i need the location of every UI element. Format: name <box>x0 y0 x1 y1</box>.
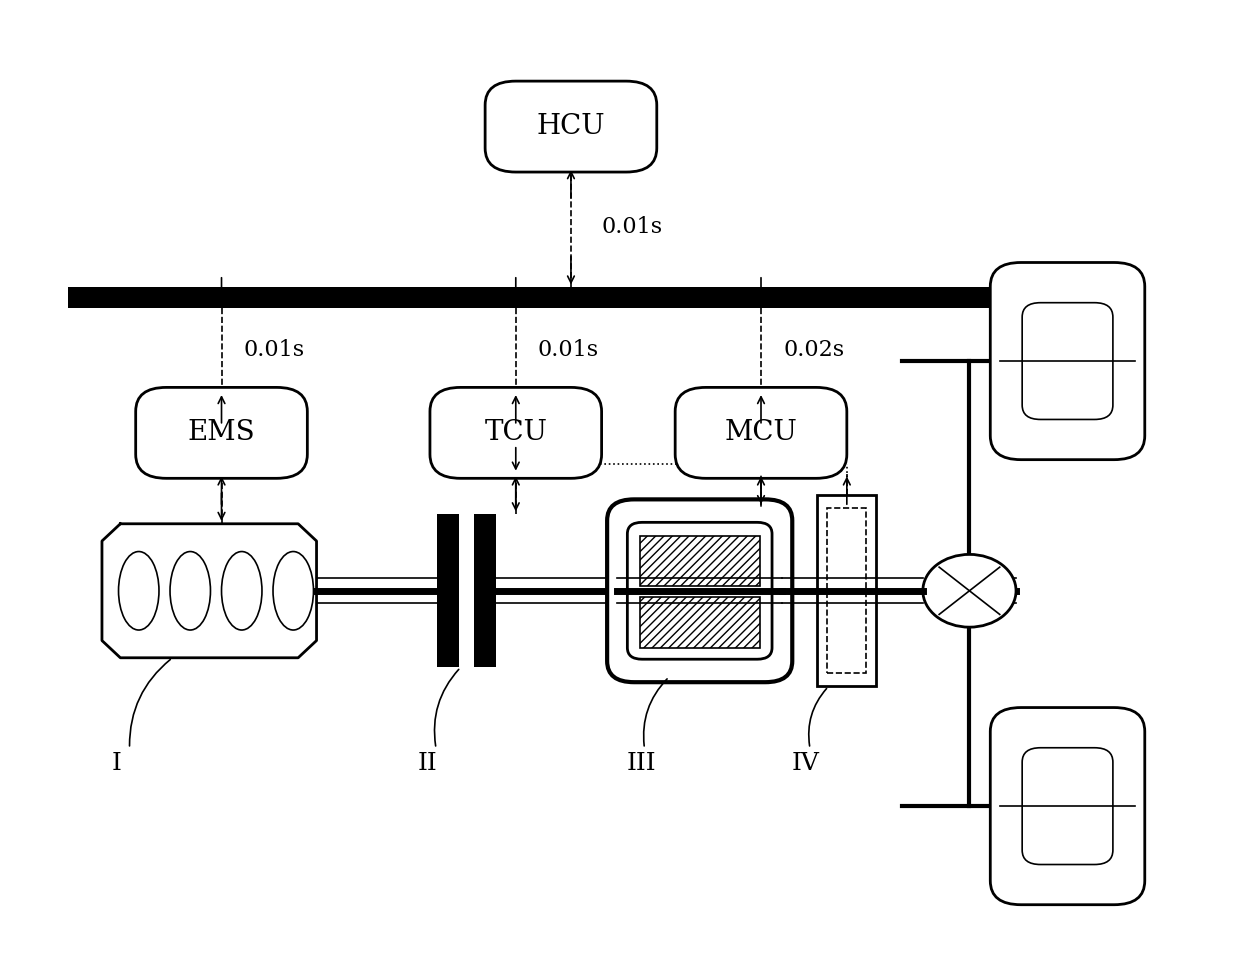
Bar <box>640 597 760 648</box>
Bar <box>438 515 459 667</box>
FancyBboxPatch shape <box>1022 303 1112 419</box>
Ellipse shape <box>273 552 314 630</box>
Bar <box>817 495 877 686</box>
FancyBboxPatch shape <box>1022 748 1112 864</box>
Text: 0.01s: 0.01s <box>538 339 599 361</box>
Bar <box>474 515 496 667</box>
Text: HCU: HCU <box>537 113 605 140</box>
FancyBboxPatch shape <box>991 708 1145 905</box>
Ellipse shape <box>222 552 262 630</box>
Text: EMS: EMS <box>187 419 255 447</box>
FancyBboxPatch shape <box>627 522 773 659</box>
Text: III: III <box>626 752 656 775</box>
FancyBboxPatch shape <box>485 82 657 172</box>
Ellipse shape <box>119 552 159 630</box>
Text: 0.01s: 0.01s <box>601 217 662 238</box>
Ellipse shape <box>170 552 211 630</box>
Text: TCU: TCU <box>485 419 547 447</box>
Circle shape <box>923 554 1016 627</box>
FancyBboxPatch shape <box>608 499 792 683</box>
FancyBboxPatch shape <box>675 387 847 479</box>
Text: IV: IV <box>791 752 820 775</box>
Polygon shape <box>102 523 316 657</box>
Bar <box>640 536 760 586</box>
Text: II: II <box>418 752 438 775</box>
FancyBboxPatch shape <box>430 387 601 479</box>
Bar <box>68 287 1074 309</box>
Text: 0.02s: 0.02s <box>784 339 844 361</box>
FancyBboxPatch shape <box>991 262 1145 459</box>
Text: MCU: MCU <box>724 419 797 447</box>
Text: 0.01s: 0.01s <box>243 339 305 361</box>
Bar <box>827 509 867 673</box>
Text: I: I <box>112 752 122 775</box>
FancyBboxPatch shape <box>135 387 308 479</box>
